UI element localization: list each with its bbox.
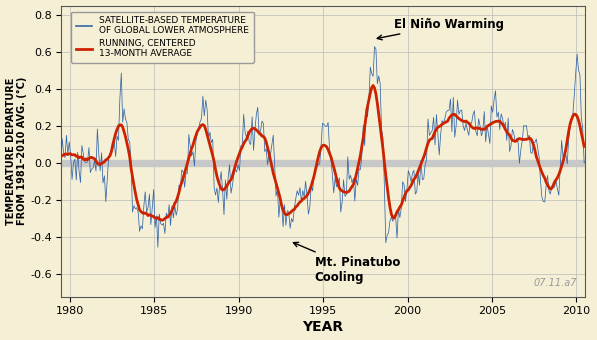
Text: 07.11.a7: 07.11.a7 [534, 278, 577, 288]
Y-axis label: TEMPERATURE DEPARTURE
FROM 1981–2010 AVG. (°C): TEMPERATURE DEPARTURE FROM 1981–2010 AVG… [5, 77, 27, 225]
X-axis label: YEAR: YEAR [303, 320, 344, 335]
Bar [61, 160, 585, 167]
Text: El Niño Warming: El Niño Warming [377, 18, 504, 40]
Text: Mt. Pinatubo
Cooling: Mt. Pinatubo Cooling [293, 242, 400, 284]
Legend: SATELLITE-BASED TEMPERATURE
OF GLOBAL LOWER ATMOSPHERE, RUNNING, CENTERED
13-MON: SATELLITE-BASED TEMPERATURE OF GLOBAL LO… [71, 12, 254, 63]
